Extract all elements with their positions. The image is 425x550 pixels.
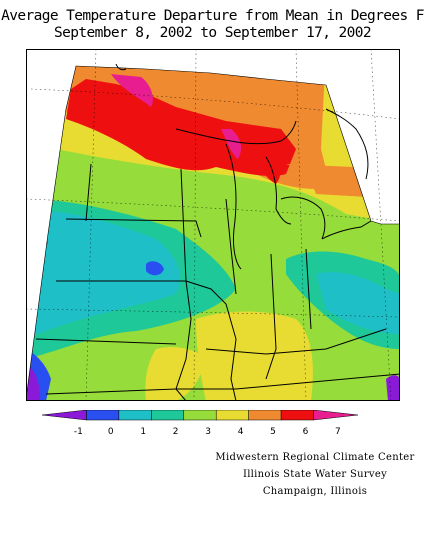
graticule — [26, 49, 400, 401]
legend-tick-label: 3 — [205, 427, 211, 437]
legend-swatch — [183, 410, 217, 421]
legend-swatch — [151, 410, 185, 421]
legend-tick-label: 1 — [140, 427, 146, 437]
legend-swatch — [118, 410, 152, 421]
great-lakes-outline — [115, 63, 372, 270]
legend-tick-label: 5 — [270, 427, 276, 437]
legend-tick-label: 7 — [335, 427, 341, 437]
legend-swatch — [280, 410, 314, 421]
color-legend: -1 0 1 2 3 4 5 6 7 — [41, 410, 359, 437]
legend-swatch — [248, 410, 282, 421]
map-frame — [26, 49, 400, 401]
legend-tick-label: 2 — [173, 427, 179, 437]
credit-line-2: Illinois State Water Survey — [242, 469, 388, 480]
map-title-line-1: Average Temperature Departure from Mean … — [1, 8, 424, 24]
temperature-departure-map — [26, 49, 400, 401]
map-title-line-2: September 8, 2002 to September 17, 2002 — [53, 25, 372, 41]
legend-swatch — [313, 410, 359, 421]
legend-swatch — [41, 410, 87, 421]
legend-tick-label: 4 — [238, 427, 244, 437]
credit-line-3: Champaign, Illinois — [262, 486, 368, 497]
legend-swatch — [86, 410, 120, 421]
legend-swatch — [215, 410, 249, 421]
credit-line-1: Midwestern Regional Climate Center — [215, 452, 415, 463]
legend-tick-label: -1 — [74, 427, 83, 437]
legend-tick-label: 0 — [108, 427, 114, 437]
state-borders — [35, 163, 400, 401]
legend-tick-label: 6 — [303, 427, 309, 437]
temperature-field — [26, 66, 400, 401]
